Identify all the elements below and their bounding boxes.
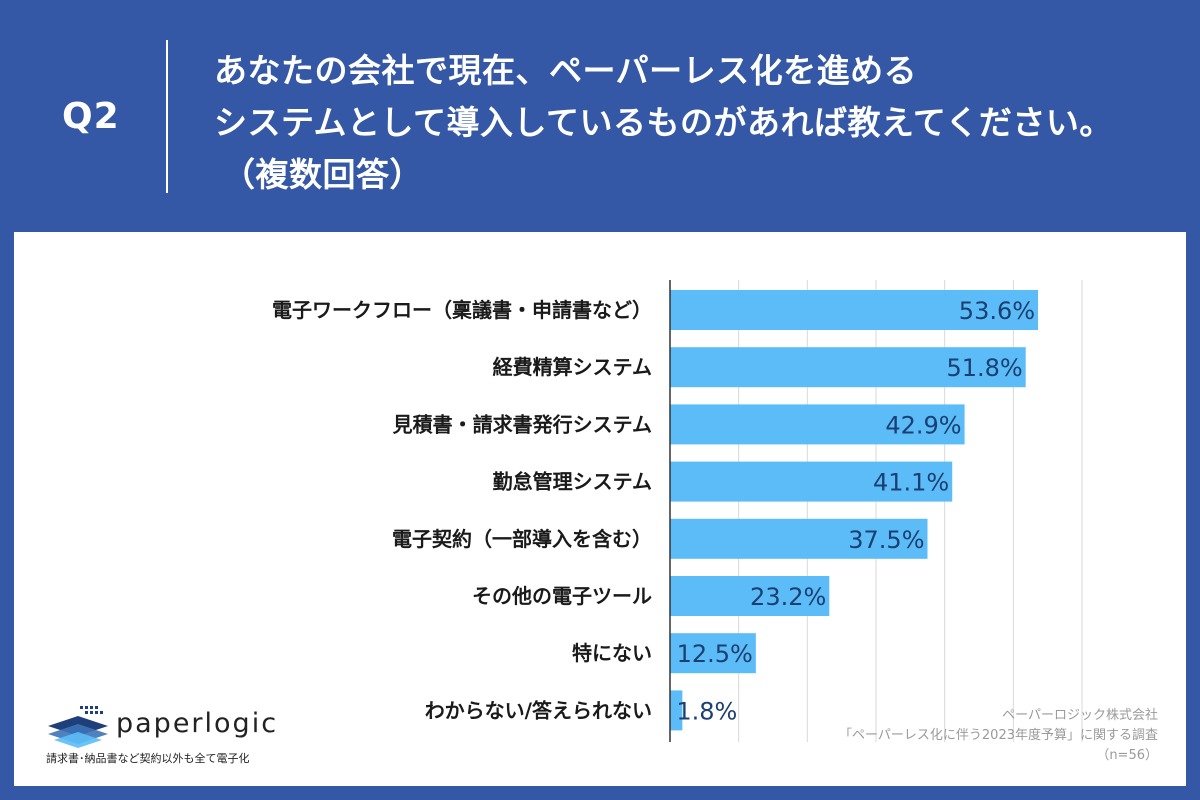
chart-panel: 電子ワークフロー（稟議書・申請書など） 53.6% 経費精算システム 51.8% 見積書… bbox=[14, 232, 1186, 786]
question-text-line-1: あなたの会社で現在、ペーパーレス化を進める bbox=[214, 51, 918, 90]
header-divider bbox=[166, 40, 168, 193]
paperlogic-logo: paperlogic 請求書･納品書など契約以外も全て電子化 bbox=[44, 700, 276, 770]
category-label: わからない/答えられない bbox=[425, 698, 652, 722]
bar bbox=[670, 347, 1026, 388]
category-label: 経費精算システム bbox=[493, 355, 652, 379]
source-sample-size: （n=56） bbox=[1096, 748, 1158, 763]
source-survey-title: 「ペーパーレス化に伴う2023年度予算」に関する調査 bbox=[839, 728, 1158, 743]
logo-wordmark: paperlogic bbox=[116, 708, 279, 739]
category-label: 電子ワークフロー（稟議書・申請書など） bbox=[272, 298, 652, 322]
value-label: 42.9% bbox=[885, 411, 961, 439]
value-label: 23.2% bbox=[750, 583, 826, 611]
question-header: Q2 あなたの会社で現在、ペーパーレス化を進める システムとして導入しているもの… bbox=[0, 0, 1200, 232]
bar bbox=[670, 518, 928, 559]
logo-tagline: 請求書･納品書など契約以外も全て電子化 bbox=[46, 752, 250, 765]
value-label: 37.5% bbox=[848, 526, 924, 554]
question-number: Q2 bbox=[62, 96, 120, 137]
category-label: 特にない bbox=[572, 641, 652, 665]
value-label: 12.5% bbox=[677, 640, 753, 668]
bar bbox=[670, 690, 683, 731]
value-label: 53.6% bbox=[959, 297, 1035, 325]
category-label: その他の電子ツール bbox=[472, 584, 652, 608]
paperlogic-logo-mark-icon bbox=[48, 706, 108, 748]
source-note: ペーパーロジック株式会社 「ペーパーレス化に伴う2023年度予算」に関する調査 … bbox=[839, 706, 1158, 766]
bar bbox=[670, 404, 965, 445]
bar bbox=[670, 576, 830, 616]
category-label: 電子契約（一部導入を含む） bbox=[392, 527, 652, 551]
category-label: 見積書・請求書発行システム bbox=[393, 412, 652, 436]
bar bbox=[670, 290, 1039, 330]
bar bbox=[670, 633, 756, 674]
value-label: 41.1% bbox=[873, 469, 949, 497]
value-label: 51.8% bbox=[946, 354, 1022, 382]
question-text-line-2: システムとして導入しているものがあれば教えてください。 bbox=[214, 103, 1113, 142]
value-label: 1.8% bbox=[676, 697, 737, 725]
bar-chart: 電子ワークフロー（稟議書・申請書など） 53.6% 経費精算システム 51.8% 見積書… bbox=[272, 280, 1083, 742]
source-company: ペーパーロジック株式会社 bbox=[1002, 708, 1158, 723]
category-label: 勤怠管理システム bbox=[493, 470, 652, 494]
bar bbox=[670, 461, 953, 502]
question-text-line-3: （複数回答） bbox=[222, 155, 423, 194]
